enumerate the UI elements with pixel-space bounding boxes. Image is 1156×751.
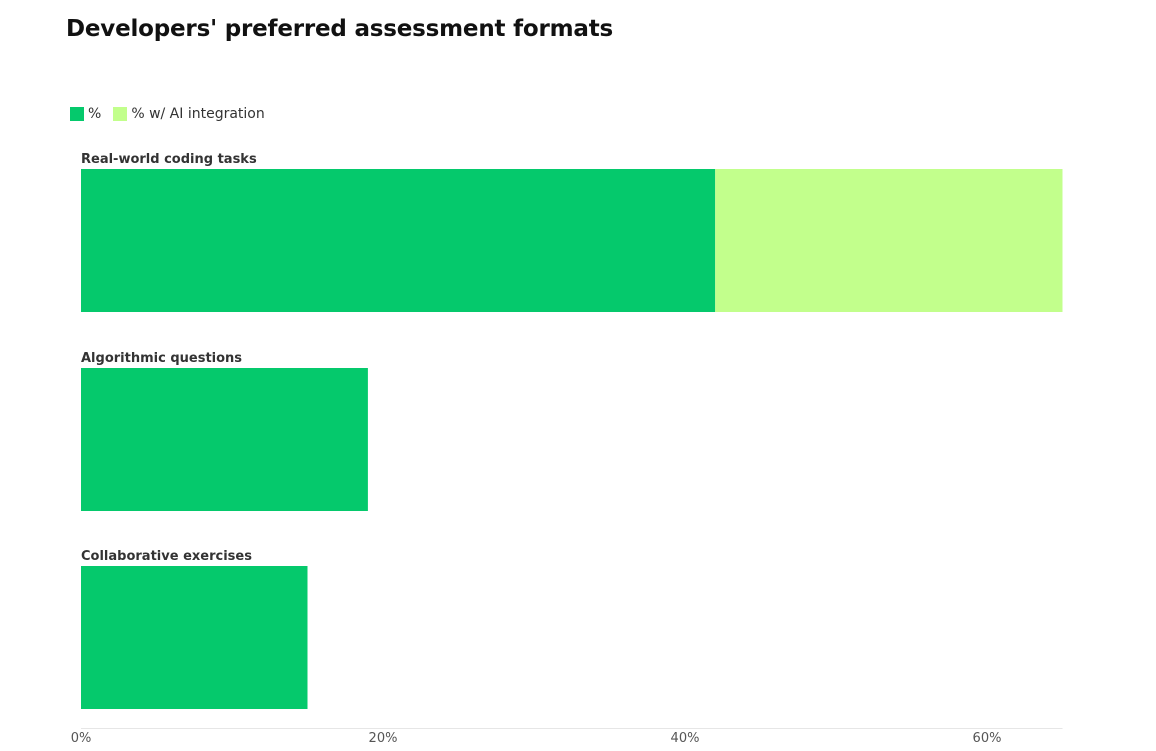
bar-percent <box>81 566 308 709</box>
legend-item-percent: % <box>70 106 101 122</box>
bar-percent <box>81 368 368 511</box>
legend-label-ai: % w/ AI integration <box>131 106 265 122</box>
x-tick-label: 60% <box>973 731 1002 746</box>
bar-percent <box>81 169 716 312</box>
legend-swatch-ai <box>113 107 128 121</box>
x-tick-label: 40% <box>671 731 700 746</box>
legend-item-ai: % w/ AI integration <box>113 106 265 122</box>
category-label: Collaborative exercises <box>81 549 252 564</box>
chart-title: Developers' preferred assessment formats <box>66 16 614 42</box>
category-label: Real-world coding tasks <box>81 152 257 167</box>
x-tick-label: 0% <box>71 731 92 746</box>
x-tick-label: 20% <box>369 731 398 746</box>
legend: % % w/ AI integration <box>70 106 277 122</box>
bar-ai-integration <box>715 169 1063 312</box>
legend-label-percent: % <box>88 106 102 122</box>
legend-swatch-percent <box>70 107 84 121</box>
category-label: Algorithmic questions <box>81 351 242 366</box>
